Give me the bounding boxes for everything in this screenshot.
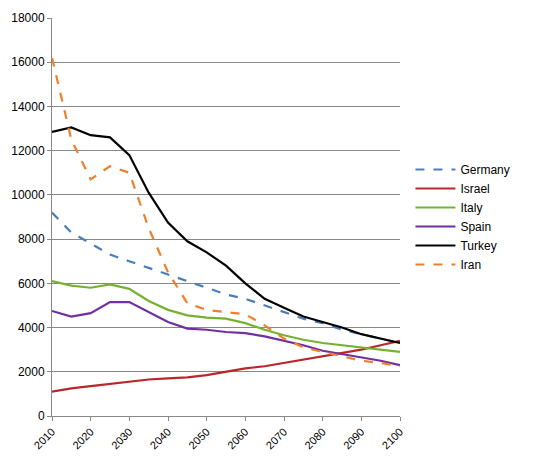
svg-text:2050: 2050 xyxy=(186,426,212,452)
svg-text:Israel: Israel xyxy=(460,182,489,196)
svg-text:4000: 4000 xyxy=(18,321,45,335)
svg-text:2030: 2030 xyxy=(109,426,135,452)
svg-text:Iran: Iran xyxy=(460,258,481,272)
svg-text:2070: 2070 xyxy=(264,426,290,452)
svg-text:2040: 2040 xyxy=(148,426,174,452)
svg-text:18000: 18000 xyxy=(11,11,45,25)
svg-text:Italy: Italy xyxy=(460,201,482,215)
svg-text:2100: 2100 xyxy=(380,426,406,452)
svg-text:10000: 10000 xyxy=(11,188,45,202)
svg-text:6000: 6000 xyxy=(18,277,45,291)
svg-text:2000: 2000 xyxy=(18,365,45,379)
svg-text:16000: 16000 xyxy=(11,55,45,69)
svg-text:2090: 2090 xyxy=(341,426,367,452)
svg-text:Germany: Germany xyxy=(460,163,509,177)
svg-text:0: 0 xyxy=(38,409,45,423)
svg-text:Spain: Spain xyxy=(460,220,491,234)
svg-text:2060: 2060 xyxy=(225,426,251,452)
svg-text:8000: 8000 xyxy=(18,232,45,246)
svg-text:Turkey: Turkey xyxy=(460,239,496,253)
svg-text:2080: 2080 xyxy=(302,426,328,452)
svg-text:2010: 2010 xyxy=(32,426,58,452)
svg-text:12000: 12000 xyxy=(11,144,45,158)
svg-text:14000: 14000 xyxy=(11,100,45,114)
svg-text:2020: 2020 xyxy=(70,426,96,452)
